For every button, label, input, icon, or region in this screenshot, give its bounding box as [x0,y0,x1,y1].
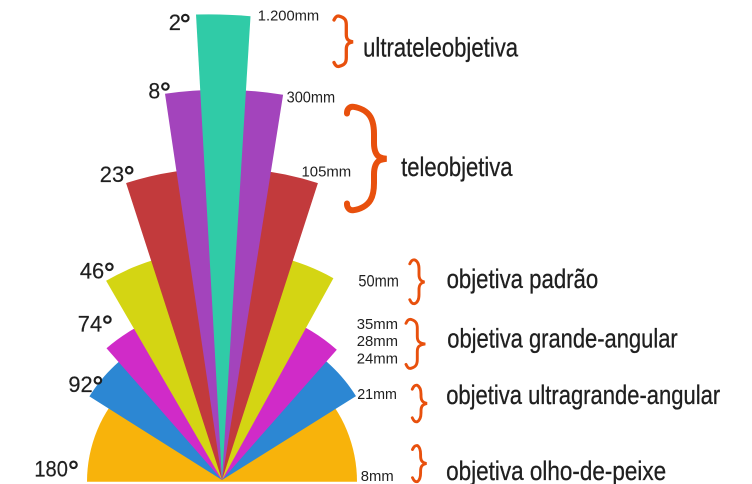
svg-text:92: 92 [68,372,92,397]
svg-text:1.200mm: 1.200mm [258,8,319,25]
svg-text:objetiva ultragrande-angular: objetiva ultragrande-angular [446,380,720,410]
svg-text:objetiva olho-de-peixe: objetiva olho-de-peixe [446,456,666,484]
svg-text:46: 46 [80,259,104,284]
svg-text:300mm: 300mm [287,90,336,107]
svg-text:23: 23 [100,162,124,187]
svg-text:8mm: 8mm [361,468,394,484]
svg-text:21mm: 21mm [357,386,397,403]
svg-text:180: 180 [34,457,68,482]
svg-text:teleobjetiva: teleobjetiva [401,152,513,182]
svg-text:objetiva padrão: objetiva padrão [447,264,599,294]
svg-text:28mm: 28mm [357,333,398,350]
svg-text:50mm: 50mm [358,271,399,290]
svg-text:35mm: 35mm [357,316,398,333]
svg-text:24mm: 24mm [357,350,398,367]
svg-text:2: 2 [169,10,181,35]
svg-text:objetiva grande-angular: objetiva grande-angular [447,323,678,353]
svg-text:8: 8 [148,78,160,103]
svg-text:74: 74 [78,311,102,336]
svg-text:ultrateleobjetiva: ultrateleobjetiva [363,32,518,62]
svg-text:105mm: 105mm [302,164,352,181]
